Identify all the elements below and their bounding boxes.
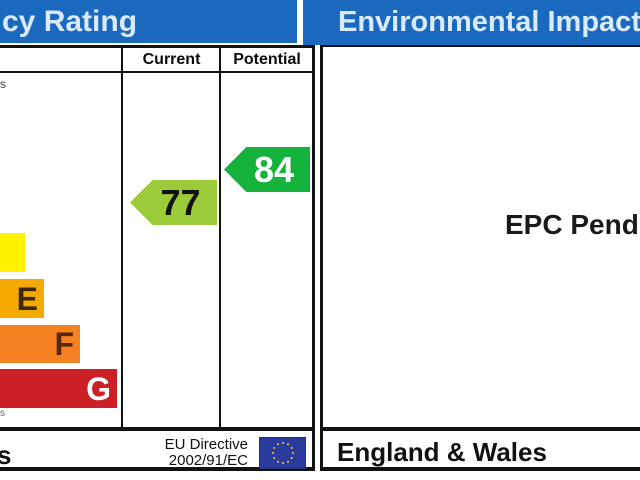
left-table-col-border-1 [121,45,123,429]
epc-pending-status: EPC Pending [505,209,640,240]
eu-directive-label: EU Directive 2002/91/EC [130,437,248,469]
energy-rating-title-bar: cy Rating [0,0,297,43]
inefficient-note-fragment: s [0,408,5,419]
eu-directive-line2: 2002/91/EC [168,452,248,469]
energy-rating-title: cy Rating [2,4,138,38]
eu-flag-icon [259,437,306,469]
left-table-col-border-2 [219,45,221,429]
environmental-impact-title-bar: Environmental Impact [303,0,640,45]
epc-band-d [0,233,25,272]
epc-band-g: G [0,369,117,408]
current-column-header: Current [142,51,201,68]
epc-band-g-label: G [86,370,111,407]
potential-column-header: Potential [233,51,301,68]
efficient-note-fragment: s [0,77,6,91]
region-label: England & Wales [337,437,547,467]
left-table-top-border [0,45,315,48]
left-footer-bottom-border [0,467,315,471]
epc-band-f-label: F [54,326,74,362]
right-panel-footer-top-border [320,427,640,431]
region-label-fragment: s [0,440,12,470]
epc-band-e-label: E [16,280,38,317]
epc-band-e: E [0,279,44,318]
left-table-header-border [0,71,315,73]
epc-band-f: F [0,325,80,363]
right-panel-top-border [320,45,640,47]
current-rating-value: 77 [160,181,201,223]
left-table-right-border [312,45,315,471]
eu-directive-line1: EU Directive [164,436,248,453]
left-table-bottom-border [0,427,315,431]
potential-rating-value: 84 [253,148,295,190]
right-panel-footer-bottom-border [320,467,640,471]
eu-flag-stars-icon [282,452,284,454]
current-rating-arrow: 77 [130,180,217,225]
environmental-impact-title: Environmental Impact [338,6,640,38]
right-panel-left-border [320,45,323,471]
potential-rating-arrow: 84 [224,147,310,192]
